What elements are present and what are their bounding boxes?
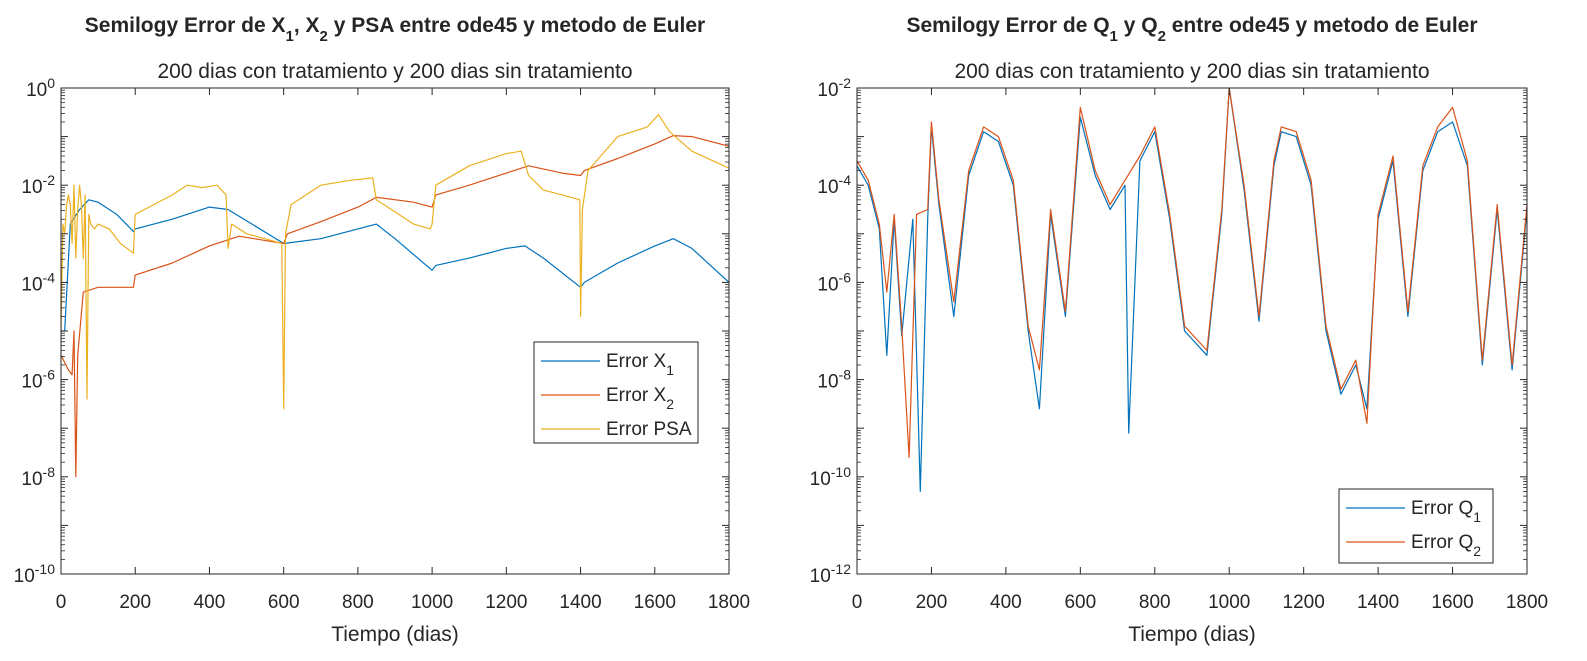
- legend-label-2: Error Q2: [1411, 532, 1481, 559]
- x-tick-label: 1000: [411, 592, 453, 613]
- y-tick-label: 10-8: [21, 464, 55, 490]
- legend-label-1: Error Q1: [1411, 498, 1481, 525]
- y-tick-label: 10-6: [21, 367, 55, 393]
- y-tick-label: 10-10: [810, 464, 852, 490]
- x-tick-label: 800: [342, 592, 374, 613]
- x-tick-label: 600: [268, 592, 300, 613]
- y-tick-label: 10-2: [21, 172, 55, 198]
- series-line-2: [61, 135, 729, 478]
- x-tick-label: 400: [990, 592, 1022, 613]
- y-tick-label: 10-2: [817, 75, 851, 101]
- legend: Error Q1 Error Q2: [1338, 488, 1494, 564]
- x-tick-label: 1600: [1431, 592, 1473, 613]
- y-tick-label: 10-4: [817, 172, 851, 198]
- plot-area: [61, 88, 729, 574]
- x-tick-label: 1200: [485, 592, 527, 613]
- x-tick-label: 1200: [1283, 592, 1325, 613]
- x-axis-label: Tiempo (dias): [331, 623, 459, 646]
- chart-title: Semilogy Error de Q1 y Q2 entre ode45 y …: [906, 14, 1477, 45]
- series-line-3: [61, 114, 729, 410]
- chart-panel-1: Semilogy Error de X1, X2 y PSA entre ode…: [14, 14, 751, 646]
- x-tick-label: 200: [916, 592, 948, 613]
- x-tick-label: 1000: [1208, 592, 1250, 613]
- x-axis-label: Tiempo (dias): [1128, 623, 1256, 646]
- x-tick-label: 0: [852, 592, 863, 613]
- chart-subtitle: 200 dias con tratamiento y 200 dias sin …: [954, 60, 1429, 83]
- y-tick-label: 10-8: [817, 367, 851, 393]
- x-tick-label: 1800: [708, 592, 750, 613]
- y-tick-label: 10-6: [817, 269, 851, 295]
- x-tick-label: 800: [1139, 592, 1171, 613]
- legend-label-1: Error X1: [606, 351, 674, 378]
- chart-subtitle: 200 dias con tratamiento y 200 dias sin …: [157, 60, 632, 83]
- x-tick-label: 1800: [1506, 592, 1548, 613]
- series-line-1: [61, 199, 729, 332]
- chart-panel-2: Semilogy Error de Q1 y Q2 entre ode45 y …: [810, 14, 1549, 646]
- y-tick-label: 10-12: [810, 561, 852, 587]
- x-tick-label: 1600: [634, 592, 676, 613]
- legend-label-3: Error PSA: [606, 419, 692, 440]
- legend-box: [1338, 488, 1494, 564]
- legend-box: [533, 341, 699, 444]
- legend-label-2: Error X2: [606, 385, 674, 412]
- x-tick-label: 400: [194, 592, 226, 613]
- x-tick-label: 0: [56, 592, 67, 613]
- x-tick-label: 1400: [1357, 592, 1399, 613]
- chart-title: Semilogy Error de X1, X2 y PSA entre ode…: [85, 14, 705, 45]
- series-line-2: [857, 88, 1527, 458]
- y-tick-label: 100: [26, 75, 55, 101]
- x-tick-label: 1400: [559, 592, 601, 613]
- y-tick-label: 10-4: [21, 269, 55, 295]
- legend: Error X1 Error X2 Error PSA: [533, 341, 699, 444]
- x-tick-label: 200: [119, 592, 151, 613]
- x-tick-label: 600: [1064, 592, 1096, 613]
- y-tick-label: 10-10: [14, 561, 56, 587]
